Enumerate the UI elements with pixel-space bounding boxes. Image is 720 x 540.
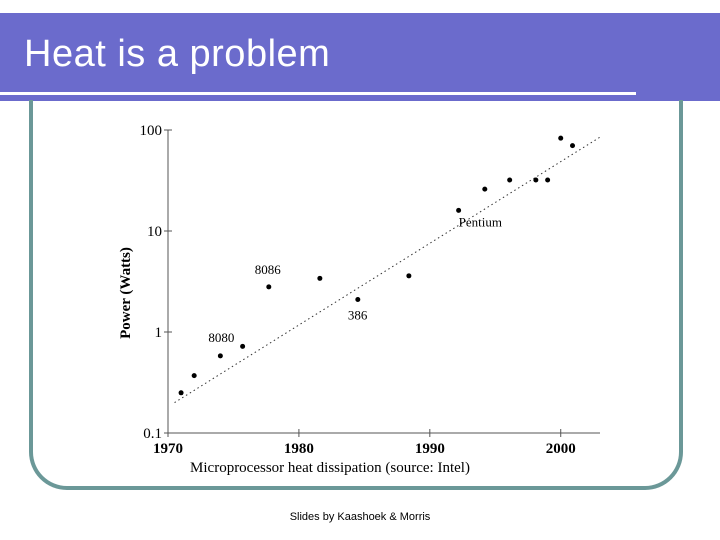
data-point (570, 143, 576, 149)
x-tick-label: 1980 (284, 441, 314, 457)
data-point (406, 273, 412, 279)
point-label: Pentium (459, 214, 502, 229)
trend-line (174, 136, 601, 404)
x-axis-label: Microprocessor heat dissipation (source:… (190, 460, 470, 476)
y-axis-label: Power (Watts) (118, 247, 134, 339)
data-point (507, 177, 513, 183)
data-point (482, 186, 488, 192)
y-tick-label: 10 (147, 224, 162, 240)
point-label: 8086 (255, 262, 281, 277)
x-tick-label: 1990 (415, 441, 445, 457)
trend-line-group (174, 136, 601, 404)
point-label: 8080 (208, 330, 234, 345)
data-point (355, 296, 361, 302)
slide-title: Heat is a problem (24, 33, 331, 75)
data-point (317, 275, 323, 281)
data-point (545, 177, 551, 183)
data-point (240, 343, 246, 349)
slide-footer: Slides by Kaashoek & Morris (289, 511, 431, 523)
x-tick-label: 1970 (153, 441, 183, 457)
data-point (558, 135, 564, 141)
title-bar (0, 13, 720, 101)
data-points (178, 135, 576, 396)
title-underline (0, 92, 636, 95)
data-point (191, 373, 197, 379)
data-point (533, 177, 539, 183)
data-point (178, 390, 184, 396)
y-tick-label: 100 (140, 123, 163, 139)
point-label: 386 (348, 307, 368, 322)
data-point (266, 284, 272, 290)
y-tick-label: 0.1 (143, 426, 162, 442)
y-tick-label: 1 (155, 325, 163, 341)
point-labels: 8080 8086 386 Pentium (208, 214, 502, 345)
data-point (217, 353, 223, 359)
content-frame (29, 100, 683, 490)
data-point (456, 207, 462, 213)
x-tick-label: 2000 (546, 441, 576, 457)
